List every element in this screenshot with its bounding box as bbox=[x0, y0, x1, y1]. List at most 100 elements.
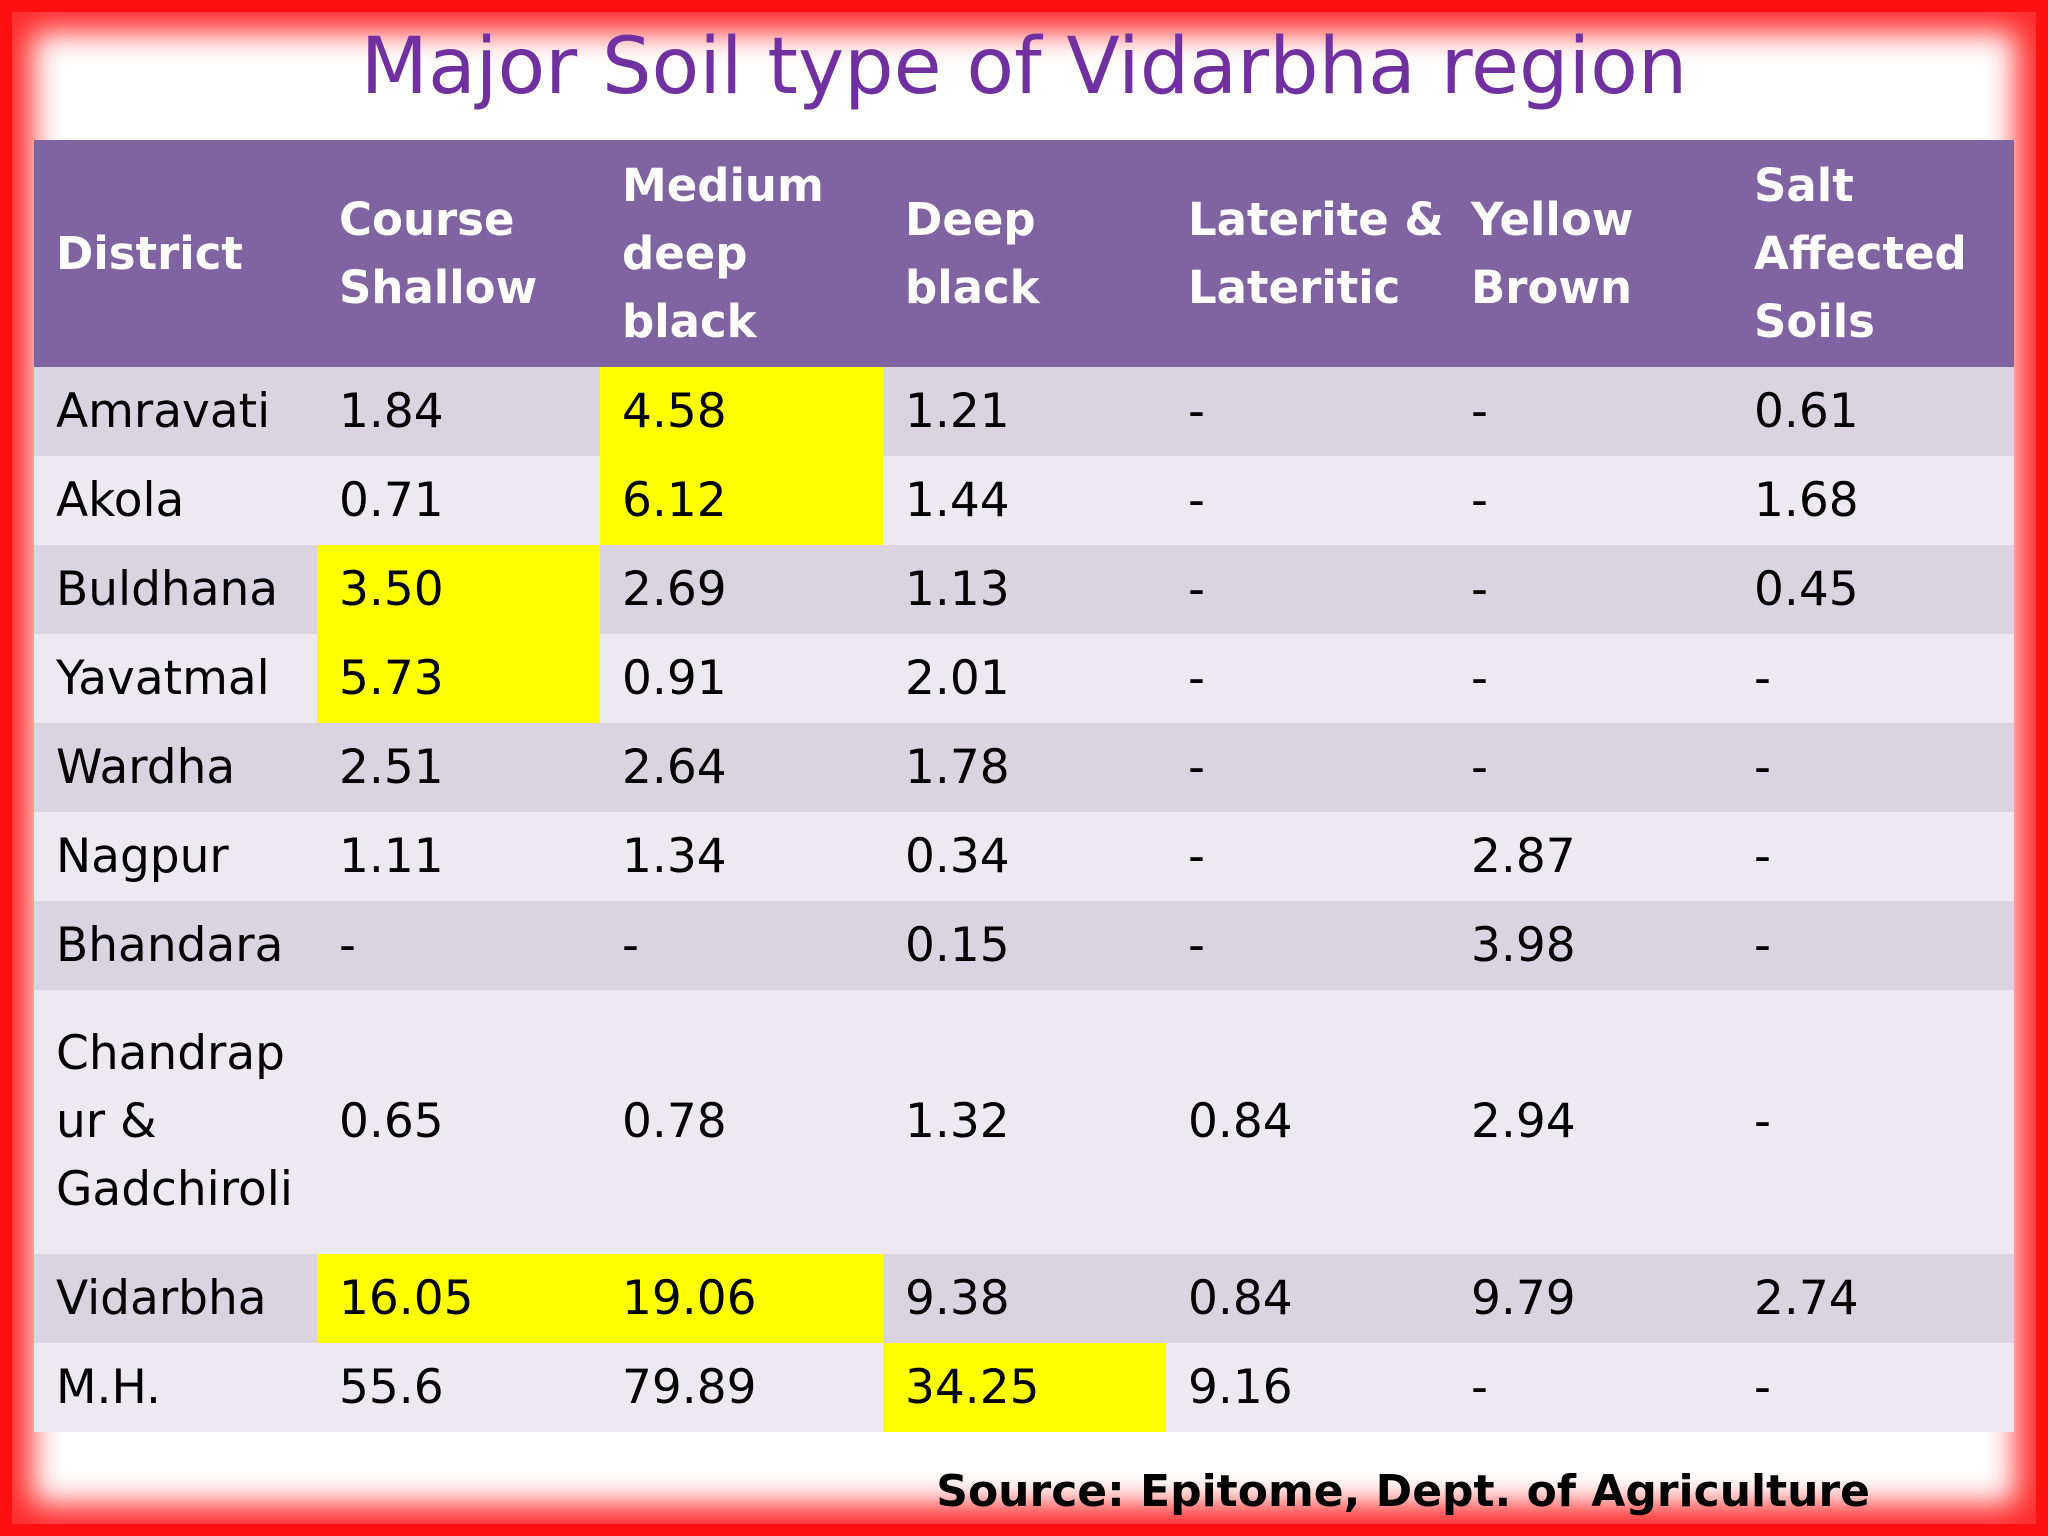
column-header-line: deep bbox=[622, 226, 748, 280]
value-cell: 16.05 bbox=[317, 1254, 600, 1343]
value-cell: 0.15 bbox=[905, 917, 1010, 973]
value-cell: 2.64 bbox=[622, 739, 727, 795]
column-header-line: Brown bbox=[1471, 260, 1633, 314]
value-cell: - bbox=[1188, 472, 1205, 528]
value-cell: 19.06 bbox=[600, 1254, 883, 1343]
value-cell: 2.74 bbox=[1754, 1270, 1859, 1326]
district-name-line: ur & bbox=[56, 1094, 157, 1149]
column-header-line: Deep bbox=[905, 192, 1036, 246]
column-header-line: District bbox=[56, 226, 243, 280]
value-cell: 0.71 bbox=[339, 472, 444, 528]
value-cell: 55.6 bbox=[339, 1359, 444, 1415]
value-cell: - bbox=[1471, 739, 1488, 795]
value-cell: 2.94 bbox=[1471, 1094, 1576, 1149]
district-cell: Amravati bbox=[34, 367, 317, 456]
column-header: Laterite & Lateritic bbox=[1166, 140, 1449, 367]
district-name-line: Buldhana bbox=[56, 561, 279, 617]
value-cell: - bbox=[1188, 917, 1205, 973]
column-header: Deep black bbox=[883, 140, 1166, 367]
value-cell: 0.91 bbox=[622, 650, 727, 706]
value-cell: - bbox=[1754, 739, 1771, 795]
column-header-line: Lateritic bbox=[1188, 260, 1401, 314]
district-cell: Buldhana bbox=[34, 545, 317, 634]
district-cell: Yavatmal bbox=[34, 634, 317, 723]
column-header-line: Yellow bbox=[1471, 192, 1634, 246]
table-row: Yavatmal 5.73 0.91 2.01 - - - bbox=[34, 634, 2014, 723]
column-header-line: Shallow bbox=[339, 260, 538, 314]
value-cell: - bbox=[1188, 828, 1205, 884]
column-header: Yellow Brown bbox=[1449, 140, 1732, 367]
value-cell: 9.79 bbox=[1471, 1270, 1576, 1326]
column-header-line: Soils bbox=[1754, 294, 1875, 348]
value-cell: 34.25 bbox=[883, 1343, 1166, 1432]
value-cell: - bbox=[1188, 650, 1205, 706]
soil-table: District Course Shallow Medium deep black Deep… bbox=[34, 140, 2014, 1432]
district-name-line: Gadchiroli bbox=[56, 1162, 293, 1217]
district-name-line: Wardha bbox=[56, 739, 236, 795]
value-cell: 4.58 bbox=[600, 367, 883, 456]
table-row: M.H. 55.6 79.89 34.25 9.16 - - bbox=[34, 1343, 2014, 1432]
column-header: Salt Affected Soils bbox=[1732, 140, 2014, 367]
column-header-line: Salt bbox=[1754, 158, 1854, 212]
value-cell: - bbox=[1471, 561, 1488, 617]
value-cell: 0.45 bbox=[1754, 561, 1859, 617]
column-header: District bbox=[34, 140, 317, 367]
value-cell: 2.51 bbox=[339, 739, 444, 795]
column-header-line: Medium bbox=[622, 158, 824, 212]
table-row: Buldhana 3.50 2.69 1.13 - - 0.45 bbox=[34, 545, 2014, 634]
district-cell: Chandrap ur & Gadchiroli bbox=[34, 990, 317, 1254]
value-cell: 0.78 bbox=[622, 1094, 727, 1149]
value-cell: - bbox=[1188, 383, 1205, 439]
column-header-line: Laterite & bbox=[1188, 192, 1444, 246]
table-row: Akola 0.71 6.12 1.44 - - 1.68 bbox=[34, 456, 2014, 545]
column-header: Medium deep black bbox=[600, 140, 883, 367]
value-cell: 0.34 bbox=[905, 828, 1010, 884]
district-cell: Wardha bbox=[34, 723, 317, 812]
table-row: Chandrap ur & Gadchiroli 0.65 0.78 1.32 0.84 2.… bbox=[34, 990, 2014, 1254]
value-cell: - bbox=[1754, 1359, 1771, 1415]
header-row: District Course Shallow Medium deep black Deep… bbox=[34, 140, 2014, 367]
value-cell: - bbox=[1754, 828, 1771, 884]
value-cell: - bbox=[1471, 383, 1488, 439]
value-cell: 3.98 bbox=[1471, 917, 1576, 973]
column-header-line: Course bbox=[339, 192, 515, 246]
table-header: District Course Shallow Medium deep black Deep… bbox=[34, 140, 2014, 367]
table-row: Vidarbha 16.05 19.06 9.38 0.84 9.79 2.74 bbox=[34, 1254, 2014, 1343]
district-cell: Akola bbox=[34, 456, 317, 545]
column-header-line: Affected bbox=[1754, 226, 1967, 280]
value-cell: 0.84 bbox=[1188, 1094, 1293, 1149]
value-cell: - bbox=[1471, 472, 1488, 528]
column-header-line: black bbox=[905, 260, 1040, 314]
value-cell: - bbox=[1754, 1094, 1771, 1149]
value-cell: 9.38 bbox=[905, 1270, 1010, 1326]
value-cell: 1.11 bbox=[339, 828, 444, 884]
value-cell: 1.78 bbox=[905, 739, 1010, 795]
value-cell: 1.44 bbox=[905, 472, 1010, 528]
table-row: Amravati 1.84 4.58 1.21 - - 0.61 bbox=[34, 367, 2014, 456]
value-cell: 0.84 bbox=[1188, 1270, 1293, 1326]
value-cell: - bbox=[1754, 917, 1771, 973]
value-cell: - bbox=[1188, 561, 1205, 617]
district-cell: M.H. bbox=[34, 1343, 317, 1432]
table-row: Wardha 2.51 2.64 1.78 - - - bbox=[34, 723, 2014, 812]
column-header: Course Shallow bbox=[317, 140, 600, 367]
district-name-line: Akola bbox=[56, 472, 185, 528]
value-cell: 1.68 bbox=[1754, 472, 1859, 528]
district-cell: Bhandara bbox=[34, 901, 317, 990]
district-name-line: Vidarbha bbox=[56, 1270, 267, 1326]
value-cell: 0.65 bbox=[339, 1094, 444, 1149]
value-cell: - bbox=[1471, 1359, 1488, 1415]
district-name-line: Chandrap bbox=[56, 1026, 285, 1081]
table-row: Nagpur 1.11 1.34 0.34 - 2.87 - bbox=[34, 812, 2014, 901]
source-note: Source: Epitome, Dept. of Agriculture bbox=[936, 1466, 1870, 1517]
district-cell: Vidarbha bbox=[34, 1254, 317, 1343]
value-cell: 1.84 bbox=[339, 383, 444, 439]
value-cell: 1.32 bbox=[905, 1094, 1010, 1149]
district-name-line: Yavatmal bbox=[56, 650, 270, 706]
value-cell: - bbox=[622, 917, 639, 973]
district-name-line: Nagpur bbox=[56, 828, 229, 884]
district-name-line: M.H. bbox=[56, 1359, 161, 1415]
value-cell: 79.89 bbox=[622, 1359, 757, 1415]
value-cell: 1.21 bbox=[905, 383, 1010, 439]
value-cell: 2.87 bbox=[1471, 828, 1576, 884]
